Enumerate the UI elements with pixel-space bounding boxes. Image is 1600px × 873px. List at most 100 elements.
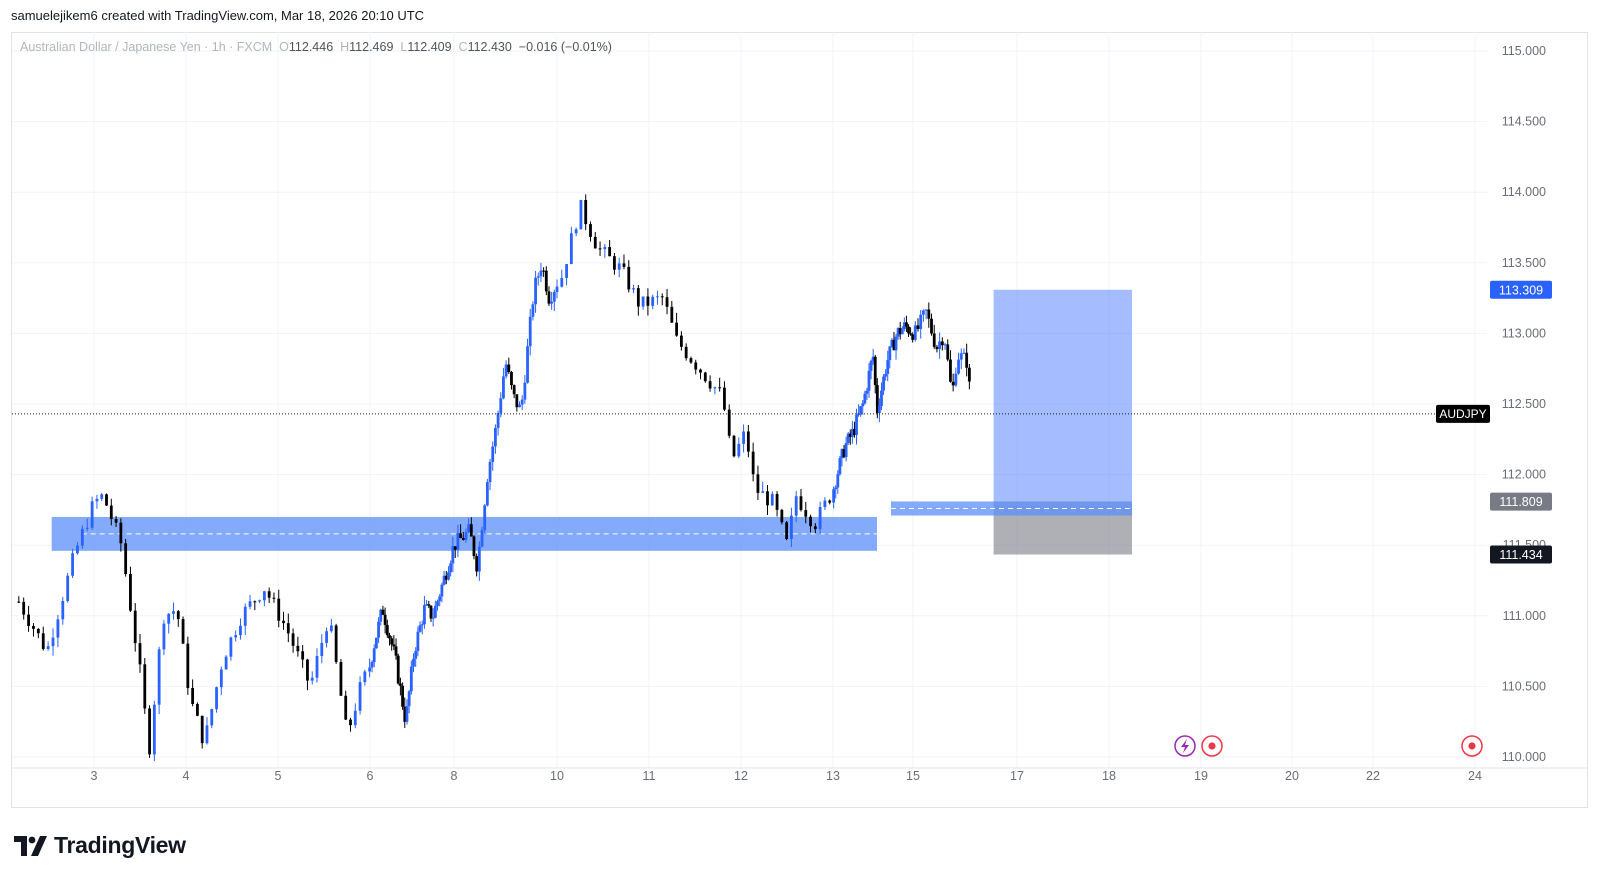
candle[interactable] xyxy=(472,535,476,560)
candle[interactable] xyxy=(756,465,760,501)
candle[interactable] xyxy=(593,232,597,249)
candle[interactable] xyxy=(766,485,769,515)
candle[interactable] xyxy=(636,285,640,316)
candle[interactable] xyxy=(780,508,784,525)
candle[interactable] xyxy=(560,269,564,288)
candle[interactable] xyxy=(896,327,900,340)
candle[interactable] xyxy=(967,363,971,390)
candle[interactable] xyxy=(869,359,873,380)
candle[interactable] xyxy=(499,392,503,418)
candle[interactable] xyxy=(436,599,439,611)
candle[interactable] xyxy=(900,326,904,335)
candle[interactable] xyxy=(848,429,852,445)
candle[interactable] xyxy=(520,395,524,411)
candle[interactable] xyxy=(296,636,300,657)
candle[interactable] xyxy=(412,653,415,673)
candle[interactable] xyxy=(924,309,928,320)
candle[interactable] xyxy=(855,408,858,445)
candle[interactable] xyxy=(699,368,702,380)
candle[interactable] xyxy=(363,669,367,686)
candle[interactable] xyxy=(496,410,500,436)
candle[interactable] xyxy=(383,607,387,634)
candle[interactable] xyxy=(613,252,616,275)
candle[interactable] xyxy=(907,324,910,337)
candle[interactable] xyxy=(940,337,944,351)
candle[interactable] xyxy=(425,599,429,606)
candle[interactable] xyxy=(846,431,850,445)
candle[interactable] xyxy=(215,686,218,713)
candle[interactable] xyxy=(456,524,460,558)
candle[interactable] xyxy=(775,491,779,517)
candle[interactable] xyxy=(258,599,261,604)
candle[interactable] xyxy=(935,344,939,353)
candle[interactable] xyxy=(544,266,548,296)
candle[interactable] xyxy=(51,628,55,656)
candle[interactable] xyxy=(394,638,398,660)
tradingview-logo[interactable]: TradingView xyxy=(14,832,186,859)
candle[interactable] xyxy=(502,367,505,400)
candle[interactable] xyxy=(423,595,426,629)
candle[interactable] xyxy=(888,346,892,369)
candle[interactable] xyxy=(100,492,104,502)
record-icon[interactable] xyxy=(1461,735,1483,757)
candle[interactable] xyxy=(909,327,912,336)
candle[interactable] xyxy=(828,499,832,505)
candle[interactable] xyxy=(301,644,305,668)
candle[interactable] xyxy=(875,378,879,419)
candle[interactable] xyxy=(416,626,420,657)
candle[interactable] xyxy=(938,332,942,359)
candle[interactable] xyxy=(742,424,745,453)
candle[interactable] xyxy=(374,637,378,649)
candle[interactable] xyxy=(951,373,955,392)
candle[interactable] xyxy=(381,605,385,616)
candle[interactable] xyxy=(790,507,793,547)
candle[interactable] xyxy=(453,546,457,559)
candle[interactable] xyxy=(579,199,583,230)
candle[interactable] xyxy=(80,525,84,549)
candle[interactable] xyxy=(727,404,731,439)
candle[interactable] xyxy=(196,702,199,717)
candle[interactable] xyxy=(898,321,902,340)
candle[interactable] xyxy=(370,660,374,673)
candle[interactable] xyxy=(689,356,693,364)
candle[interactable] xyxy=(440,582,444,603)
record-icon[interactable] xyxy=(1201,735,1223,757)
candle[interactable] xyxy=(377,617,380,644)
candle[interactable] xyxy=(550,291,554,310)
candle[interactable] xyxy=(708,375,712,392)
candle[interactable] xyxy=(76,542,79,555)
candle[interactable] xyxy=(407,690,411,714)
candle[interactable] xyxy=(459,524,462,539)
candle[interactable] xyxy=(528,308,532,356)
candle[interactable] xyxy=(646,288,650,316)
candle[interactable] xyxy=(589,221,592,242)
candle[interactable] xyxy=(449,560,453,577)
symbol-legend[interactable]: Australian Dollar / Japanese Yen · 1h · … xyxy=(20,40,612,54)
candle[interactable] xyxy=(718,377,722,392)
candle[interactable] xyxy=(844,436,848,462)
long-position-target[interactable] xyxy=(993,289,1132,502)
candle[interactable] xyxy=(272,592,276,603)
candle[interactable] xyxy=(574,227,578,237)
candle[interactable] xyxy=(684,343,688,361)
candle[interactable] xyxy=(534,270,537,313)
candle[interactable] xyxy=(823,497,827,510)
candle[interactable] xyxy=(871,348,875,365)
candle[interactable] xyxy=(399,677,402,696)
candle[interactable] xyxy=(444,570,448,585)
candle[interactable] xyxy=(138,633,142,673)
candle[interactable] xyxy=(892,331,896,351)
candle[interactable] xyxy=(694,359,698,375)
candle[interactable] xyxy=(390,636,394,651)
candle[interactable] xyxy=(372,644,376,668)
candle[interactable] xyxy=(200,715,204,749)
candle[interactable] xyxy=(124,538,128,577)
candle[interactable] xyxy=(916,318,920,332)
candle[interactable] xyxy=(539,262,543,282)
candle[interactable] xyxy=(884,369,888,381)
candle[interactable] xyxy=(143,658,147,714)
candle[interactable] xyxy=(818,501,822,535)
chart-frame[interactable] xyxy=(11,32,1588,808)
candle[interactable] xyxy=(403,697,407,729)
